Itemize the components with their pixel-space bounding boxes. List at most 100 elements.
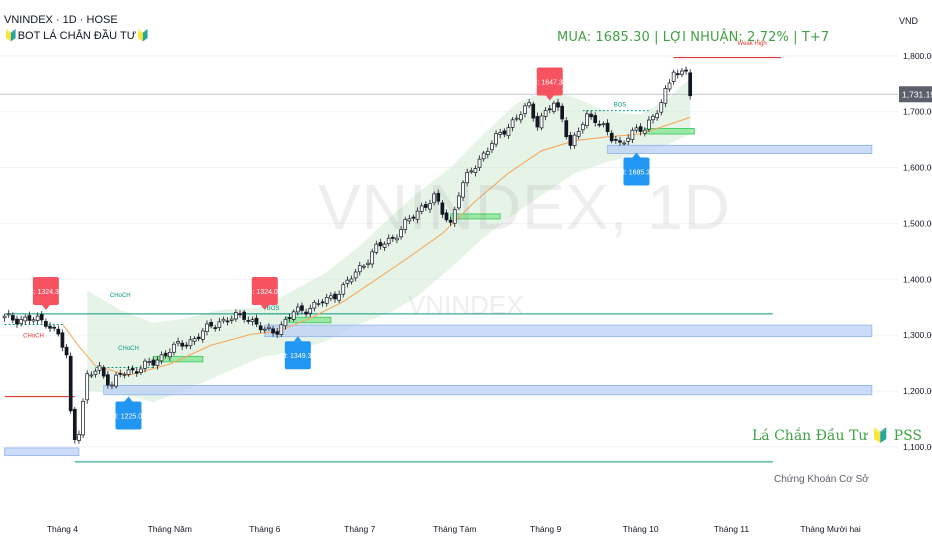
- candle-body-up: [481, 152, 486, 160]
- candle: [221, 316, 226, 324]
- candle-body-down: [684, 69, 688, 72]
- candle-body-up: [283, 318, 288, 327]
- candle: [613, 135, 618, 144]
- candle: [11, 312, 15, 324]
- structure-annotation: BOS: [614, 103, 627, 109]
- marker-box: [623, 157, 650, 186]
- candle: [68, 352, 73, 414]
- candle-body-down: [258, 325, 263, 331]
- candle-body-down: [411, 216, 416, 219]
- candle: [114, 372, 118, 389]
- marker-arrow: [632, 152, 641, 158]
- candle: [172, 341, 176, 356]
- candle: [675, 69, 680, 79]
- candle-body-up: [234, 312, 238, 320]
- time-tick-label: Tháng Tám: [433, 524, 476, 534]
- candle-body-down: [556, 102, 560, 108]
- candle-body-up: [490, 143, 494, 151]
- candle-body-up: [518, 114, 523, 121]
- candle: [262, 326, 267, 334]
- structure-annotation: CHoCH: [110, 293, 131, 299]
- candle-body-down: [564, 120, 569, 138]
- candle: [151, 357, 156, 368]
- candle-body-up: [167, 352, 172, 358]
- candle: [295, 303, 300, 316]
- candle-body-down: [52, 326, 57, 329]
- candle: [461, 180, 465, 201]
- candle-body-down: [638, 126, 643, 132]
- candle-body-up: [362, 265, 366, 268]
- marker-box: [251, 276, 278, 305]
- time-tick-label: Tháng 4: [47, 524, 78, 534]
- annotations: CHoCH CHoCH CHoCH BOS BOS Weak High: [23, 41, 767, 352]
- candle: [531, 101, 536, 122]
- candle: [312, 299, 317, 312]
- candle-body-down: [180, 342, 185, 347]
- candle: [547, 105, 552, 114]
- marker-label: B: 1324.36: [29, 289, 63, 296]
- candle: [324, 293, 329, 307]
- candles: [2, 66, 693, 444]
- candle-body-down: [134, 371, 139, 374]
- candle: [139, 365, 143, 376]
- candle: [671, 69, 676, 85]
- candle: [52, 324, 57, 332]
- candle-body-up: [374, 243, 379, 253]
- symbol-title[interactable]: VNINDEX · 1D · HOSE: [4, 14, 118, 26]
- marker-box: [32, 276, 59, 305]
- candle-body-up: [229, 318, 234, 321]
- candle-body-up: [19, 319, 23, 325]
- candle-body-up: [494, 133, 498, 145]
- candle: [593, 112, 598, 127]
- candle: [428, 199, 432, 213]
- candle: [597, 120, 602, 128]
- candle-body-up: [250, 319, 255, 322]
- candle: [196, 333, 201, 342]
- candle: [659, 99, 664, 116]
- candle-body-up: [35, 315, 40, 321]
- candle: [143, 358, 147, 373]
- candle: [97, 362, 102, 375]
- candle: [490, 140, 494, 153]
- candle: [291, 309, 296, 322]
- candle-body-down: [72, 408, 77, 440]
- candle: [159, 351, 164, 365]
- candle: [126, 365, 131, 377]
- candle-body-down: [209, 322, 213, 327]
- indicator-title[interactable]: 🔰BOT LÁ CHẮN ĐẦU TƯ🔰: [4, 30, 150, 42]
- buy-marker: M: 1225.08: [111, 396, 146, 430]
- candle-body-down: [64, 346, 69, 356]
- candle: [585, 110, 589, 129]
- candle-body-down: [618, 140, 622, 143]
- last-price-badge: [899, 86, 932, 103]
- time-tick-label: Tháng 7: [344, 524, 375, 534]
- candle-body-up: [469, 170, 474, 173]
- candle: [580, 121, 585, 134]
- candle: [333, 291, 337, 303]
- candle: [316, 299, 321, 307]
- candle-body-down: [130, 368, 135, 371]
- watermark-symbol: VNINDEX, 1D: [318, 171, 731, 243]
- candle-body-down: [242, 311, 246, 320]
- support-zone: [607, 144, 873, 154]
- candle-body-down: [60, 332, 65, 348]
- candle: [250, 316, 255, 326]
- candle: [399, 226, 403, 240]
- candle-body-up: [77, 434, 81, 441]
- marker-label: M: 1349.35: [280, 353, 315, 360]
- candle: [494, 130, 498, 148]
- candle: [15, 315, 19, 328]
- candle: [370, 248, 375, 268]
- candle-body-down: [320, 301, 325, 304]
- candle: [609, 130, 614, 144]
- candle-body-up: [576, 131, 581, 137]
- candle-body-down: [560, 105, 565, 120]
- candle: [35, 312, 40, 325]
- candle: [560, 103, 565, 123]
- candle-body-up: [473, 168, 478, 173]
- marker-label: M: 1685.30: [619, 169, 654, 176]
- candle: [543, 107, 548, 121]
- candle: [118, 369, 123, 378]
- candle: [271, 326, 275, 337]
